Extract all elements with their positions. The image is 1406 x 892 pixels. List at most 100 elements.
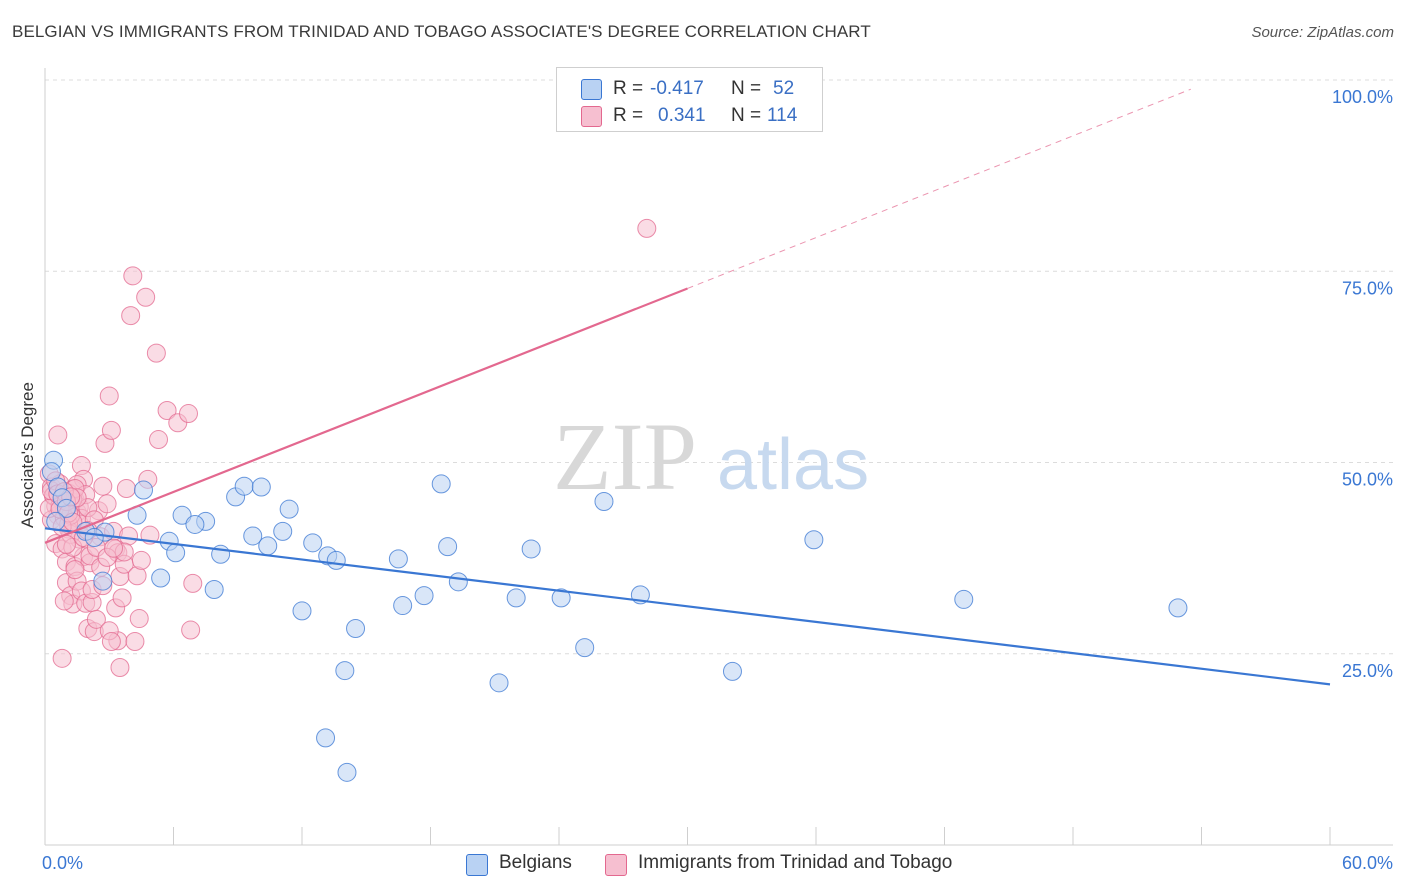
immigrant-point xyxy=(86,609,106,629)
immigrant-point xyxy=(93,476,113,496)
belgian-point xyxy=(151,568,171,588)
immigrant-point xyxy=(157,400,177,420)
immigrant-point xyxy=(65,560,85,580)
belgian-point xyxy=(521,539,541,559)
immigrant-point xyxy=(123,266,143,286)
immigrant-point xyxy=(129,609,149,629)
watermark: ZIP atlas xyxy=(553,403,869,510)
trend-lines xyxy=(44,88,1331,686)
belgian-point xyxy=(575,638,595,658)
belgian-point xyxy=(303,533,323,553)
correlation-legend: R = -0.417 N = 52 R = 0.341 N = 114 xyxy=(556,67,823,132)
immigrant-point xyxy=(48,425,68,445)
trend-line-immigrants xyxy=(44,287,688,544)
watermark-atlas: atlas xyxy=(717,425,869,505)
belgian-point xyxy=(292,601,312,621)
immigrant-point xyxy=(110,658,130,678)
belgian-point xyxy=(316,728,336,748)
immigrant-point xyxy=(99,386,119,406)
legend-r-value: 0.341 xyxy=(658,105,706,126)
legend-n-label: N = xyxy=(731,105,762,126)
belgian-point xyxy=(258,536,278,556)
bottom-legend-swatch-pink xyxy=(605,854,627,876)
gridlines xyxy=(45,79,1393,655)
belgian-point xyxy=(93,571,113,591)
belgian-point xyxy=(594,492,614,512)
bottom-legend-label: Belgians xyxy=(499,852,572,873)
immigrant-point xyxy=(181,620,201,640)
tick-labels: 100.0% 75.0% 50.0% 25.0% xyxy=(1332,87,1393,681)
immigrant-point xyxy=(116,479,136,499)
belgian-point xyxy=(431,474,451,494)
legend-n-value: 114 xyxy=(767,105,798,126)
belgian-point xyxy=(84,527,104,547)
belgian-point xyxy=(172,505,192,525)
immigrant-point xyxy=(112,588,132,608)
belgian-point xyxy=(243,526,263,546)
legend-row-belgians: R = -0.417 N = 52 xyxy=(557,75,822,103)
legend-r-label: R = xyxy=(613,78,644,99)
immigrant-point xyxy=(125,632,145,652)
series-immigrants-trinidad-tobago xyxy=(39,218,657,678)
y-tick-label: 50.0% xyxy=(1342,470,1393,490)
belgian-point xyxy=(337,762,357,782)
belgian-point xyxy=(46,511,66,531)
belgian-point xyxy=(335,661,355,681)
immigrant-point xyxy=(101,420,121,440)
belgian-point xyxy=(251,477,271,497)
belgian-point xyxy=(326,550,346,570)
belgian-point xyxy=(234,476,254,496)
immigrant-point xyxy=(131,550,151,570)
immigrant-point xyxy=(52,648,72,668)
source-label: Source: ZipAtlas.com xyxy=(1251,24,1394,41)
x-max-label: 60.0% xyxy=(1342,853,1393,873)
y-tick-label: 100.0% xyxy=(1332,87,1393,107)
immigrant-point xyxy=(121,306,141,326)
series-belgians xyxy=(41,450,1188,782)
y-tick-label: 75.0% xyxy=(1342,278,1393,298)
legend-swatch-pink xyxy=(581,106,602,127)
legend-n-value: 52 xyxy=(773,78,795,99)
immigrant-point xyxy=(56,534,76,554)
immigrant-point xyxy=(183,573,203,593)
y-axis-label: Associate's Degree xyxy=(18,382,37,528)
trend-line-immigrants-extension xyxy=(687,88,1191,289)
belgian-point xyxy=(489,673,509,693)
belgian-point xyxy=(166,543,186,563)
immigrant-point xyxy=(149,430,169,450)
legend-r-value: -0.417 xyxy=(650,78,704,99)
legend-n-label: N = xyxy=(731,78,762,99)
bottom-legend-label: Immigrants from Trinidad and Tobago xyxy=(638,852,953,873)
belgian-point xyxy=(273,521,293,541)
immigrant-point xyxy=(146,343,166,363)
bottom-legend-swatch-blue xyxy=(466,854,488,876)
belgian-point xyxy=(722,661,742,681)
watermark-zip: ZIP xyxy=(553,403,697,510)
legend-swatch-blue xyxy=(581,79,602,100)
immigrant-point xyxy=(54,591,74,611)
y-tick-label: 25.0% xyxy=(1342,661,1393,681)
immigrant-point xyxy=(119,526,139,546)
belgian-point xyxy=(393,596,413,616)
chart-title: BELGIAN VS IMMIGRANTS FROM TRINIDAD AND … xyxy=(12,22,871,41)
belgian-point xyxy=(438,537,458,557)
belgian-point xyxy=(388,549,408,569)
immigrant-point xyxy=(178,404,198,424)
belgian-point xyxy=(414,586,434,606)
belgian-point xyxy=(346,619,366,639)
belgian-point xyxy=(134,480,154,500)
belgian-point xyxy=(804,530,824,550)
belgian-point xyxy=(1168,598,1188,618)
immigrant-point xyxy=(104,538,124,558)
immigrant-point xyxy=(136,287,156,307)
immigrant-point xyxy=(101,632,121,652)
belgian-point xyxy=(56,498,76,518)
belgian-point xyxy=(448,572,468,592)
x-min-label: 0.0% xyxy=(42,853,83,873)
belgian-point xyxy=(185,514,205,534)
legend-row-immigrants: R = 0.341 N = 114 xyxy=(557,102,822,130)
belgian-point xyxy=(506,588,526,608)
legend-r-label: R = xyxy=(613,105,644,126)
belgian-point xyxy=(279,499,299,519)
